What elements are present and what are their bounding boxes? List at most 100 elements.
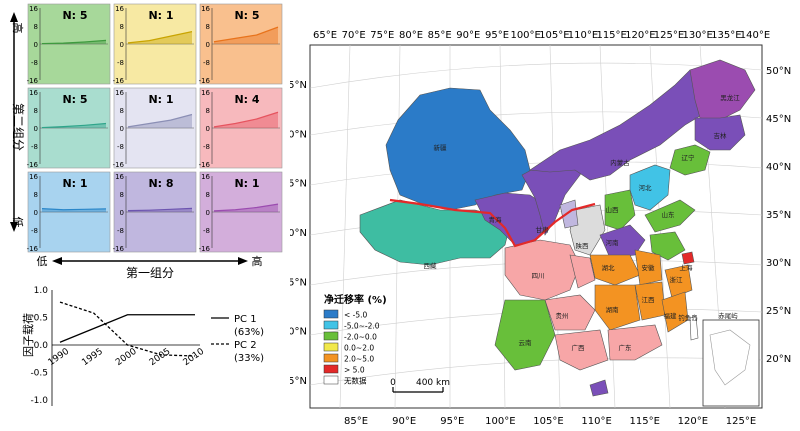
right-latitude-label: 35°N xyxy=(766,210,791,221)
cell-tick-label: 16 xyxy=(115,173,124,181)
top-longitude-label: 125°E xyxy=(654,30,684,41)
left-latitude-label: 45°N xyxy=(290,80,307,91)
region-qinghai xyxy=(474,192,549,246)
province-label: 赤尾屿 xyxy=(718,311,738,320)
province-label: 云南 xyxy=(519,338,533,347)
top-longitude-label: 105°E xyxy=(539,30,569,41)
bottom-longitude-label: 115°E xyxy=(630,416,660,427)
cell-series-area xyxy=(42,40,106,44)
cell-tick-label: 16 xyxy=(115,89,124,97)
left-latitude-label: 20°N xyxy=(290,327,307,338)
cell-series-line xyxy=(127,113,193,128)
right-latitude-label: 50°N xyxy=(766,66,791,77)
cell-tick-label: 8 xyxy=(34,191,38,199)
left-latitude-label: 25°N xyxy=(290,277,307,288)
region-tibet xyxy=(359,199,511,266)
loading-x-tick: 1990 xyxy=(47,347,72,368)
region-taiwan xyxy=(689,315,699,341)
region-guangxi xyxy=(554,329,609,371)
legend-item-label: < -5.0 xyxy=(344,311,368,320)
cell-n-label: N: 1 xyxy=(62,177,87,190)
cell-tick-label: 16 xyxy=(201,5,210,13)
top-longitude-label: 120°E xyxy=(625,30,655,41)
bottom-longitude-label: 110°E xyxy=(581,416,611,427)
cell-tick-label: -16 xyxy=(113,77,125,85)
cell-tick-label: -8 xyxy=(203,227,210,235)
region-guizhou xyxy=(544,294,596,331)
component-cell: 16 8 0 -8 -16 N: 1 xyxy=(113,3,197,85)
loading-y-title: 因子载荷 xyxy=(22,313,35,357)
cell-series-area xyxy=(42,123,106,128)
cell-series-line xyxy=(213,26,279,43)
component-cell: 16 8 0 -8 -16 N: 1 xyxy=(27,171,111,253)
province-label: 山西 xyxy=(606,205,620,214)
loading-y-tick: 0.5 xyxy=(34,314,48,324)
cell-tick-label: 0 xyxy=(206,125,210,133)
region-sichuan xyxy=(504,239,581,301)
cell-series-line xyxy=(41,122,107,129)
legend-item-label: -5.0~-2.0 xyxy=(344,322,380,331)
cell-tick-label: -16 xyxy=(199,161,211,169)
cell-tick-label: 8 xyxy=(120,23,124,31)
loading-x-tick: 2010 xyxy=(182,347,207,368)
cell-tick-label: 16 xyxy=(201,173,210,181)
left-latitude-label: 15°N xyxy=(290,376,307,387)
cell-tick-label: 8 xyxy=(206,191,210,199)
bottom-longitude-label: 85°E xyxy=(344,416,368,427)
top-longitude-label: 110°E xyxy=(568,30,598,41)
cell-tick-label: 8 xyxy=(34,23,38,31)
top-longitude-label: 85°E xyxy=(428,30,452,41)
loading-legend-name: PC 1 xyxy=(234,314,257,325)
legend-title: 净迁移率 (%) xyxy=(324,293,387,306)
loading-x-tick: 2000 xyxy=(114,347,139,368)
loading-y-tick: 1.0 xyxy=(34,286,49,296)
cell-tick-label: 0 xyxy=(206,41,210,49)
legend-item-label: 无数据 xyxy=(344,376,367,386)
region-hainan xyxy=(589,379,609,397)
legend-swatch xyxy=(323,342,339,352)
y-axis-label-top: 高 xyxy=(11,23,25,34)
province-label: 安徽 xyxy=(642,263,656,272)
cell-tick-label: 0 xyxy=(34,125,38,133)
cell-n-label: N: 1 xyxy=(234,177,259,190)
cell-n-label: N: 8 xyxy=(148,177,173,190)
x-axis-label-right: 高 xyxy=(252,254,263,268)
left-latitude-label: 35°N xyxy=(290,179,307,190)
loading-legend-name: PC 2 xyxy=(234,340,257,351)
left-latitude-label: 30°N xyxy=(290,228,307,239)
region-anhui xyxy=(634,249,663,286)
province-label: 西藏 xyxy=(424,261,438,270)
province-label: 钓鱼岛 xyxy=(678,313,698,322)
right-latitude-label: 20°N xyxy=(766,354,791,365)
bottom-longitude-label: 95°E xyxy=(440,416,464,427)
province-label: 辽宁 xyxy=(682,153,696,162)
scale-zero: 0 xyxy=(390,378,396,388)
x-axis-title: 第一组分 xyxy=(126,266,174,280)
region-heilongjiang xyxy=(689,59,756,121)
cell-series-line xyxy=(127,31,193,44)
province-label: 湖北 xyxy=(602,263,616,272)
region-hunan xyxy=(594,284,641,331)
cell-tick-label: -16 xyxy=(27,161,39,169)
province-label: 广西 xyxy=(572,343,586,352)
region-henan xyxy=(599,224,646,259)
y-axis-arrow xyxy=(10,12,18,232)
top-longitude-label: 95°E xyxy=(485,30,509,41)
cell-tick-label: -16 xyxy=(27,245,39,253)
cell-n-label: N: 1 xyxy=(148,9,173,22)
cell-tick-label: 0 xyxy=(34,209,38,217)
province-label: 江西 xyxy=(642,296,656,304)
loading-legend-pct: (33%) xyxy=(234,353,264,364)
province-label: 甘肃 xyxy=(536,225,550,234)
province-label: 福建 xyxy=(664,311,678,320)
region-chongqing xyxy=(569,254,596,289)
cell-tick-label: -16 xyxy=(113,245,125,253)
top-longitude-label: 130°E xyxy=(682,30,712,41)
bottom-longitude-label: 105°E xyxy=(533,416,563,427)
loading-y-tick: 0.0 xyxy=(34,341,49,351)
province-label: 浙江 xyxy=(670,275,684,284)
bottom-longitude-label: 125°E xyxy=(726,416,756,427)
region-hubei xyxy=(589,254,641,286)
cell-n-label: N: 1 xyxy=(148,93,173,106)
